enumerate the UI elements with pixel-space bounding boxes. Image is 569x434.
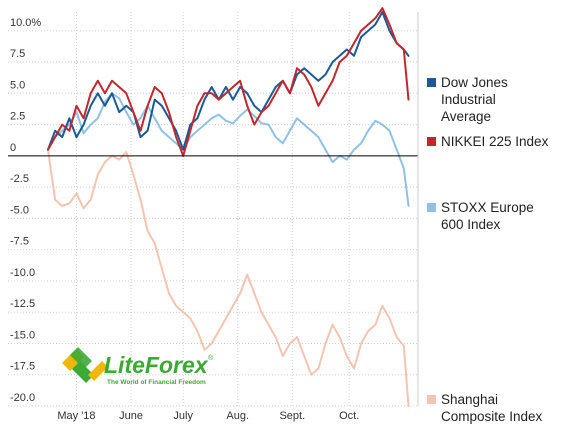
legend-label: Shanghai [441,392,498,407]
y-tick-label: -2.5 [10,173,29,185]
watermark-brand: LiteForex [104,352,209,378]
legend-layer: Dow Jones Industrial Average NIKKEI 225 Ind… [427,75,549,424]
liteforex-watermark: LiteForex ® The World of Financial Freed… [62,347,214,386]
legend-swatch [427,78,436,87]
y-tick-label: -5.0 [10,204,29,216]
legend-swatch [427,203,436,212]
y-tick-label: 7.5 [10,48,25,60]
y-tick-label: -20.0 [10,392,35,404]
series-line-shanghai-composite-index [47,148,410,407]
y-tick-label: -15.0 [10,329,35,341]
series-line-nikkei-225-index [47,7,410,157]
grid-layer [8,12,418,407]
series-layer [47,7,410,407]
y-tick-label: -12.5 [10,298,35,310]
legend-label: Dow Jones [441,75,508,90]
y-tick-label: -7.5 [10,236,29,248]
x-tick-label: July [173,410,193,422]
y-tick-label: -10.0 [10,267,35,279]
liteforex-logo-icon [62,347,108,383]
legend-label: Composite Index [441,409,543,424]
legend-label: 600 Index [441,217,501,232]
x-tick-label: Sept. [279,410,305,422]
legend-label: Average [441,109,491,124]
axis-layer: 10.0% 7.5 5.0 2.5 0 -2.5 -5.0 -7.5 -10.0 -12.5 -15… [8,12,419,422]
series-line-stoxx-europe-600-index [47,92,410,207]
y-tick-label: -17.5 [10,361,35,373]
x-tick-label: Oct. [339,410,359,422]
legend-swatch [427,395,436,404]
y-tick-label: 5.0 [10,79,25,91]
x-tick-label: June [119,410,143,422]
x-tick-label: May '18 [57,410,95,422]
legend-label: STOXX Europe [441,200,534,215]
legend-swatch [427,137,436,146]
watermark-registered: ® [208,354,214,362]
y-tick-label: 2.5 [10,111,25,123]
x-tick-label: Aug. [226,410,249,422]
y-tick-label: 0 [10,142,16,154]
legend-label: Industrial [441,92,496,107]
watermark-tagline: The World of Financial Freedom [107,379,206,386]
series-line-dow-jones-industrial-average [47,11,410,151]
y-tick-label: 10.0% [10,17,41,29]
legend-label: NIKKEI 225 Index [441,134,549,149]
